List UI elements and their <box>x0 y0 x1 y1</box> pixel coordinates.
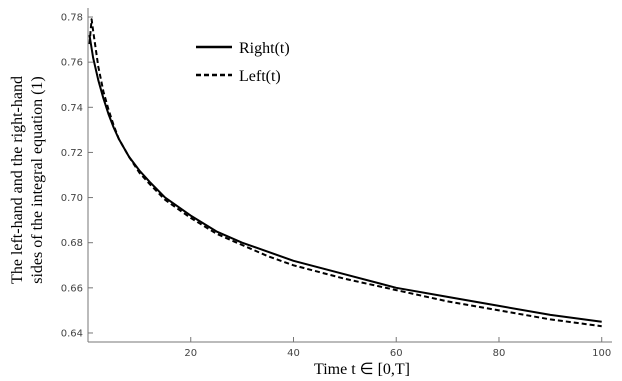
x-tick-label: 100 <box>592 348 611 359</box>
legend-label-right: Right(t) <box>239 40 290 57</box>
legend: Right(t) Left(t) <box>196 40 290 85</box>
y-tick-label: 0.68 <box>61 238 83 249</box>
x-axis-title: Time t ∈ [0,T] <box>314 361 410 378</box>
axes-layer <box>87 8 612 343</box>
y-ticks: 0.64 0.66 0.68 0.70 0.72 0.74 0.76 0.78 <box>61 13 93 339</box>
y-axis-title-line2: sides of the integral equation (1) <box>29 76 46 284</box>
x-tick-label: 60 <box>390 348 403 359</box>
legend-label-left: Left(t) <box>239 68 281 85</box>
x-tick-label: 80 <box>493 348 506 359</box>
y-tick-label: 0.72 <box>61 148 83 159</box>
y-tick-label: 0.76 <box>61 58 83 69</box>
y-tick-label: 0.78 <box>61 13 83 24</box>
x-ticks: 20 40 60 80 100 <box>184 337 611 359</box>
x-tick-label: 40 <box>287 348 300 359</box>
y-tick-label: 0.74 <box>61 103 83 114</box>
series-line-left <box>88 18 602 328</box>
y-axis-title-line1: The left-hand and the right-hand <box>9 76 26 284</box>
series-layer <box>88 18 602 328</box>
y-tick-label: 0.64 <box>61 328 83 339</box>
y-tick-label: 0.70 <box>61 193 83 204</box>
x-tick-label: 20 <box>184 348 197 359</box>
series-line-right <box>88 34 602 323</box>
y-tick-label: 0.66 <box>61 283 83 294</box>
